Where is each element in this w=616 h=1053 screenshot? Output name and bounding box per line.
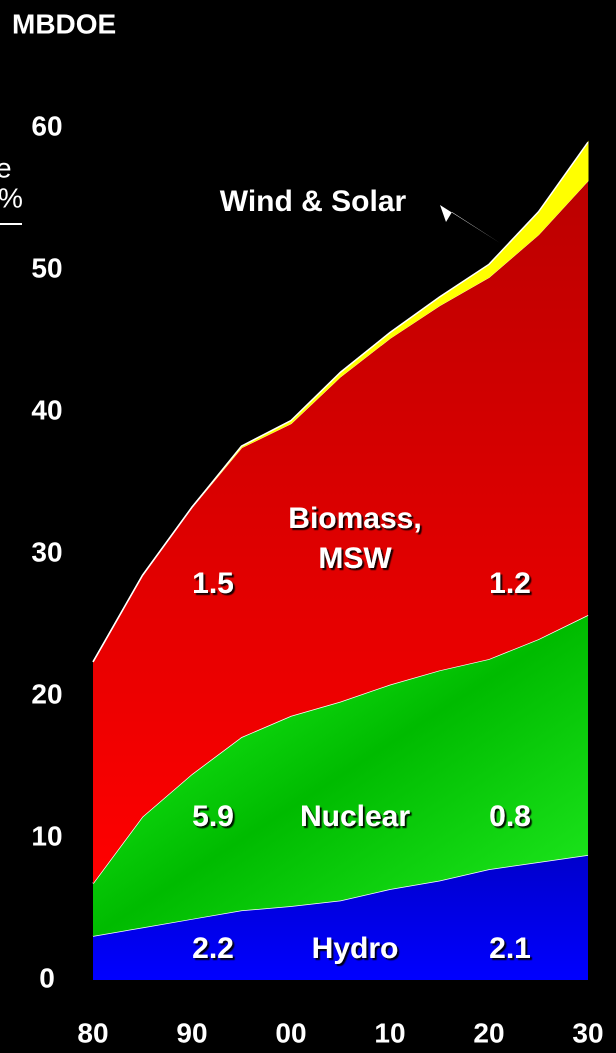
annotation: 1.2 — [489, 567, 531, 600]
y-tick-label: 20 — [31, 678, 62, 709]
y-axis-label: MBDOE — [12, 8, 116, 39]
annotation: 2.2 — [192, 932, 234, 965]
y-tick-label: 40 — [31, 394, 62, 425]
series-label: Biomass, MSW — [288, 502, 421, 575]
series-label: Wind & Solar — [220, 185, 407, 218]
annotation: 2.1 — [489, 932, 531, 965]
series-label: Hydro — [312, 932, 399, 965]
x-tick-label: 80 — [77, 1017, 108, 1048]
x-tick-label: 90 — [176, 1017, 207, 1048]
area-edge — [92, 141, 589, 663]
annotation: 1.5 — [192, 567, 234, 600]
series-label: Nuclear — [300, 800, 410, 833]
y-tick-label: 10 — [31, 820, 62, 851]
annotation: e — [0, 152, 12, 183]
x-tick-label: 00 — [275, 1017, 306, 1048]
x-tick-label: 30 — [572, 1017, 603, 1048]
annotation: % — [0, 182, 23, 213]
annotation: 0.8 — [489, 800, 531, 833]
y-tick-label: 50 — [31, 252, 62, 283]
y-tick-label: 0 — [39, 962, 55, 993]
pointer — [440, 205, 500, 243]
area — [93, 180, 588, 884]
y-tick-label: 60 — [31, 110, 62, 141]
y-tick-label: 30 — [31, 536, 62, 567]
area — [93, 855, 588, 980]
x-tick-label: 20 — [473, 1017, 504, 1048]
annotation: 5.9 — [192, 800, 234, 833]
area — [93, 615, 588, 936]
x-tick-label: 10 — [374, 1017, 405, 1048]
